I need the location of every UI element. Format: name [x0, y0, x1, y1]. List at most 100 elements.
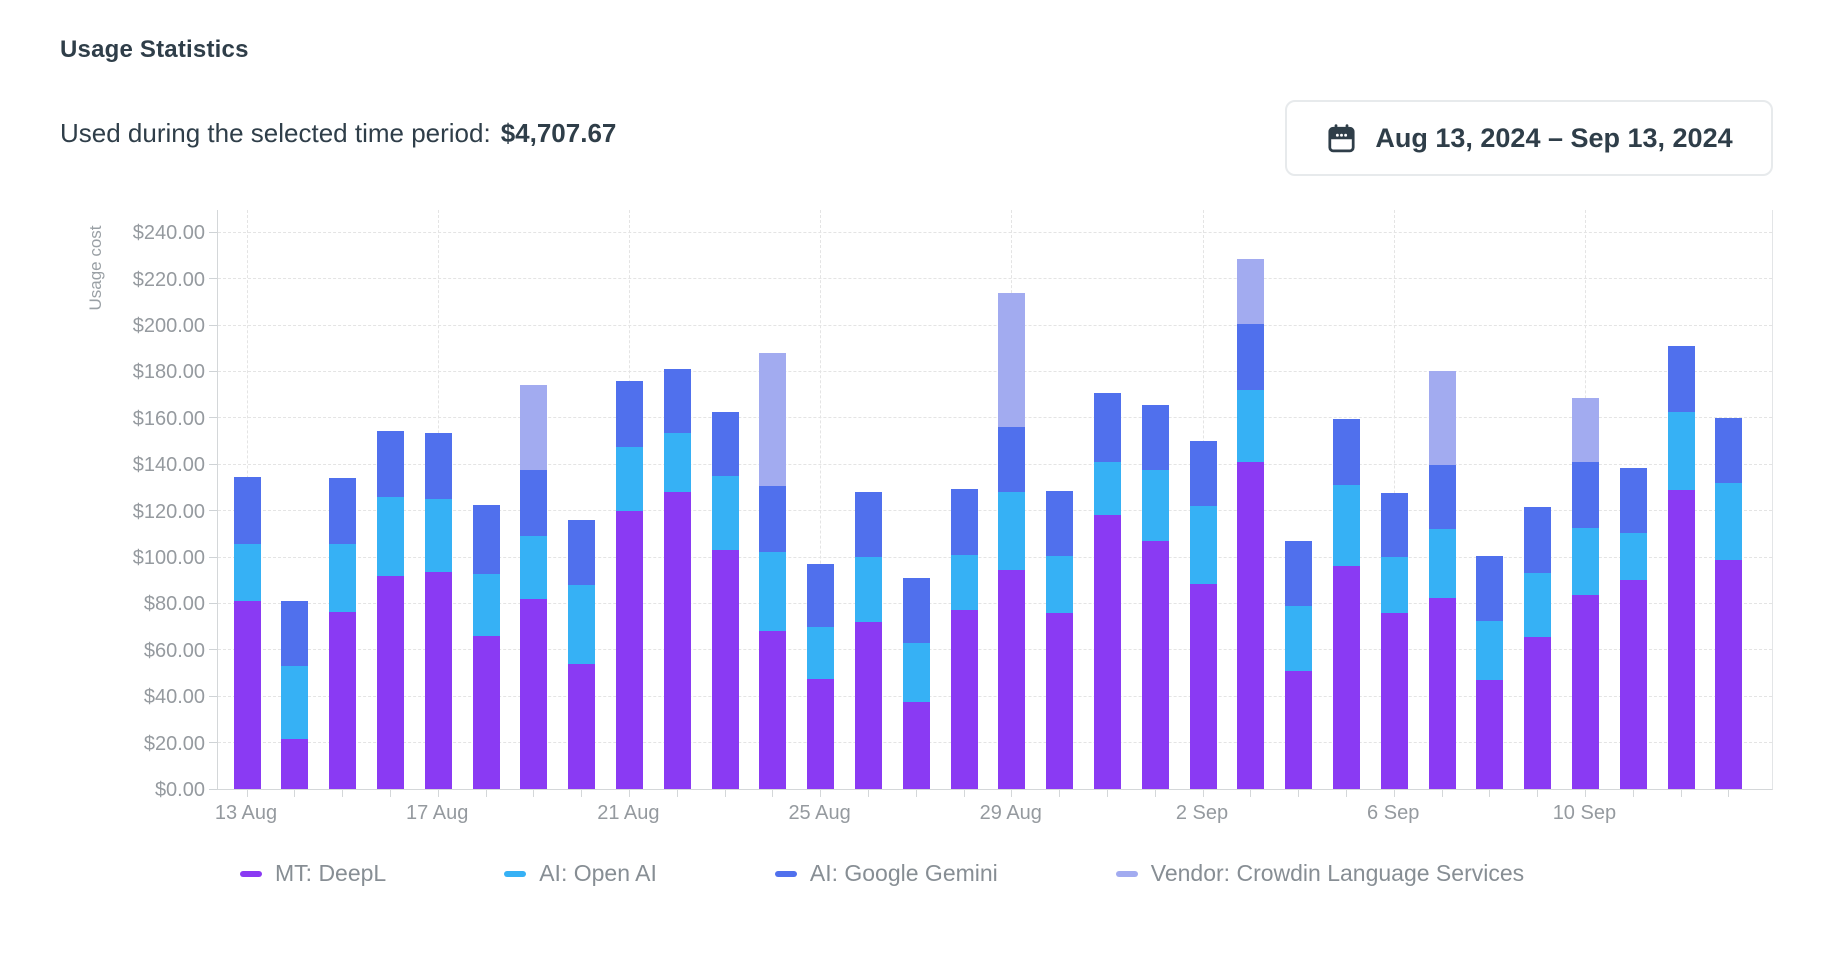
bar-segment-vendor-crowdin-language-services[interactable] [1237, 258, 1265, 324]
bar-18-aug[interactable] [472, 504, 500, 789]
bar-segment-mt-deepl[interactable] [472, 635, 500, 789]
bar-segment-ai-open-ai[interactable] [807, 626, 835, 679]
bar-segment-ai-open-ai[interactable] [1428, 529, 1456, 598]
bar-segment-ai-google-gemini[interactable] [663, 369, 691, 433]
bar-21-aug[interactable] [615, 380, 643, 789]
bar-14-aug[interactable] [281, 601, 309, 789]
bar-segment-mt-deepl[interactable] [1667, 489, 1695, 789]
bar-segment-ai-open-ai[interactable] [1046, 555, 1074, 613]
bar-10-sep[interactable] [1571, 398, 1599, 789]
bar-17-aug[interactable] [424, 432, 452, 789]
bar-segment-ai-google-gemini[interactable] [1189, 441, 1217, 506]
bar-segment-vendor-crowdin-language-services[interactable] [759, 352, 787, 487]
bar-segment-mt-deepl[interactable] [1571, 595, 1599, 789]
bar-segment-vendor-crowdin-language-services[interactable] [1571, 398, 1599, 462]
bar-3-sep[interactable] [1237, 258, 1265, 789]
bar-4-sep[interactable] [1285, 540, 1313, 789]
bar-segment-ai-google-gemini[interactable] [568, 519, 596, 585]
bar-segment-mt-deepl[interactable] [998, 569, 1026, 789]
bar-segment-ai-open-ai[interactable] [1332, 485, 1360, 567]
bar-segment-ai-open-ai[interactable] [1715, 482, 1743, 561]
bar-segment-ai-google-gemini[interactable] [520, 470, 548, 537]
bar-segment-mt-deepl[interactable] [1285, 670, 1313, 789]
bar-segment-mt-deepl[interactable] [615, 510, 643, 789]
bar-segment-ai-open-ai[interactable] [998, 492, 1026, 570]
bar-segment-mt-deepl[interactable] [520, 598, 548, 789]
bar-segment-ai-open-ai[interactable] [233, 544, 261, 602]
bar-segment-ai-open-ai[interactable] [1380, 557, 1408, 613]
bar-segment-ai-open-ai[interactable] [1141, 470, 1169, 541]
bar-16-aug[interactable] [376, 430, 404, 789]
bar-segment-ai-google-gemini[interactable] [281, 601, 309, 667]
bar-segment-mt-deepl[interactable] [902, 702, 930, 789]
bar-segment-mt-deepl[interactable] [663, 492, 691, 789]
bar-2-sep[interactable] [1189, 441, 1217, 789]
bar-segment-vendor-crowdin-language-services[interactable] [998, 292, 1026, 428]
bar-segment-mt-deepl[interactable] [950, 610, 978, 789]
bar-segment-ai-open-ai[interactable] [663, 432, 691, 493]
bar-7-sep[interactable] [1428, 371, 1456, 789]
bar-segment-ai-google-gemini[interactable] [902, 577, 930, 643]
bar-segment-mt-deepl[interactable] [424, 572, 452, 789]
bar-22-aug[interactable] [663, 369, 691, 789]
bar-segment-mt-deepl[interactable] [711, 550, 739, 789]
bar-segment-mt-deepl[interactable] [376, 575, 404, 789]
bar-segment-ai-google-gemini[interactable] [376, 430, 404, 497]
bar-segment-mt-deepl[interactable] [759, 631, 787, 789]
bar-segment-ai-google-gemini[interactable] [950, 488, 978, 555]
bar-20-aug[interactable] [568, 519, 596, 789]
bar-segment-mt-deepl[interactable] [1237, 461, 1265, 789]
bar-26-aug[interactable] [854, 492, 882, 789]
bar-segment-ai-google-gemini[interactable] [1715, 417, 1743, 483]
bar-segment-mt-deepl[interactable] [568, 663, 596, 789]
bar-segment-mt-deepl[interactable] [281, 739, 309, 789]
bar-segment-mt-deepl[interactable] [1524, 637, 1552, 789]
bar-segment-ai-google-gemini[interactable] [329, 478, 357, 545]
bar-1-sep[interactable] [1141, 405, 1169, 789]
bar-segment-mt-deepl[interactable] [1332, 566, 1360, 789]
bar-segment-mt-deepl[interactable] [1093, 515, 1121, 789]
bar-segment-ai-open-ai[interactable] [376, 496, 404, 576]
bar-segment-mt-deepl[interactable] [1619, 580, 1647, 789]
bar-25-aug[interactable] [807, 563, 835, 789]
bar-28-aug[interactable] [950, 488, 978, 789]
bar-segment-ai-google-gemini[interactable] [1428, 465, 1456, 530]
bar-27-aug[interactable] [902, 577, 930, 789]
bar-segment-mt-deepl[interactable] [233, 601, 261, 789]
bar-segment-ai-google-gemini[interactable] [1141, 405, 1169, 470]
bar-13-sep[interactable] [1715, 417, 1743, 789]
bar-segment-vendor-crowdin-language-services[interactable] [520, 385, 548, 470]
bar-segment-ai-google-gemini[interactable] [615, 380, 643, 447]
bar-segment-ai-open-ai[interactable] [1285, 605, 1313, 671]
bar-segment-ai-open-ai[interactable] [950, 554, 978, 611]
bar-segment-mt-deepl[interactable] [1380, 612, 1408, 789]
bar-segment-mt-deepl[interactable] [1141, 540, 1169, 789]
bar-segment-mt-deepl[interactable] [329, 611, 357, 789]
bar-segment-ai-google-gemini[interactable] [1332, 418, 1360, 486]
bar-segment-ai-open-ai[interactable] [902, 642, 930, 702]
legend-item-ai-open-ai[interactable]: AI: Open AI [504, 860, 657, 887]
bar-segment-ai-open-ai[interactable] [568, 584, 596, 664]
bar-segment-ai-open-ai[interactable] [520, 536, 548, 599]
bar-segment-mt-deepl[interactable] [807, 678, 835, 789]
bar-13-aug[interactable] [233, 476, 261, 789]
bar-segment-ai-open-ai[interactable] [615, 446, 643, 511]
bar-segment-mt-deepl[interactable] [854, 621, 882, 789]
bar-8-sep[interactable] [1476, 555, 1504, 789]
bar-segment-mt-deepl[interactable] [1189, 583, 1217, 789]
bar-segment-ai-google-gemini[interactable] [759, 486, 787, 553]
bar-segment-ai-google-gemini[interactable] [233, 476, 261, 545]
bar-segment-ai-google-gemini[interactable] [1093, 393, 1121, 462]
bar-segment-ai-google-gemini[interactable] [854, 492, 882, 557]
bar-segment-ai-open-ai[interactable] [329, 544, 357, 612]
bar-segment-ai-open-ai[interactable] [711, 475, 739, 551]
bar-31-aug[interactable] [1093, 393, 1121, 789]
bar-segment-ai-open-ai[interactable] [1571, 528, 1599, 596]
bar-segment-ai-google-gemini[interactable] [1046, 490, 1074, 556]
bar-segment-ai-google-gemini[interactable] [711, 412, 739, 476]
bar-segment-ai-google-gemini[interactable] [807, 563, 835, 627]
bar-segment-ai-open-ai[interactable] [1093, 461, 1121, 516]
bar-segment-ai-open-ai[interactable] [1667, 412, 1695, 490]
bar-segment-ai-google-gemini[interactable] [1285, 540, 1313, 606]
bar-segment-ai-google-gemini[interactable] [1524, 507, 1552, 574]
